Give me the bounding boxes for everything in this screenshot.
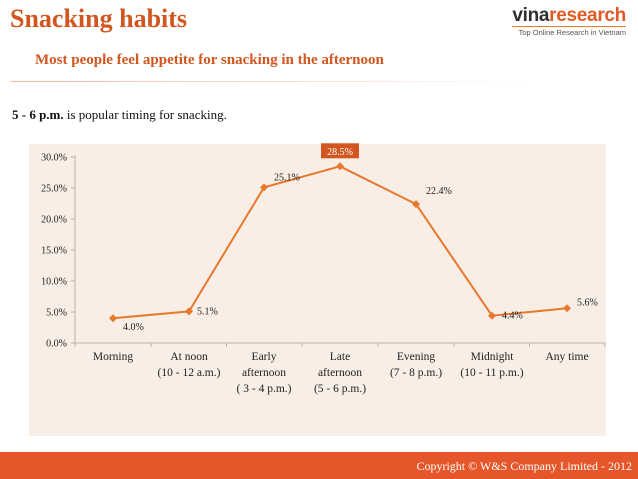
logo-prefix: vina bbox=[512, 5, 550, 26]
y-tick-label: 25.0% bbox=[41, 184, 67, 195]
key-finding: 5 - 6 p.m. is popular timing for snackin… bbox=[12, 107, 227, 123]
page-subtitle: Most people feel appetite for snacking i… bbox=[35, 52, 384, 68]
data-label: 28.5% bbox=[327, 147, 353, 158]
x-tick-label: Any time bbox=[545, 351, 588, 363]
data-label: 22.4% bbox=[426, 186, 452, 197]
x-tick-label: Morning bbox=[93, 351, 134, 363]
data-point bbox=[336, 162, 344, 171]
logo-tagline: Top Online Research in Vietnam bbox=[518, 28, 626, 37]
chart-panel bbox=[29, 144, 606, 436]
logo-wordmark: vinaresearch bbox=[512, 6, 626, 27]
footer-bar: Copyright © W&S Company Limited - 2012 bbox=[0, 452, 638, 479]
data-point bbox=[488, 311, 496, 320]
key-finding-text: is popular timing for snacking. bbox=[63, 107, 227, 122]
y-tick-label: 0.0% bbox=[46, 339, 67, 350]
data-point bbox=[563, 304, 571, 313]
data-point bbox=[260, 183, 268, 192]
y-tick-label: 20.0% bbox=[41, 215, 67, 226]
x-tick-label: (10 - 12 a.m.) bbox=[158, 367, 221, 379]
x-tick-label: (5 - 6 p.m.) bbox=[314, 383, 366, 395]
data-label: 5.1% bbox=[197, 306, 218, 317]
logo-suffix: research bbox=[549, 5, 626, 26]
data-label: 4.0% bbox=[123, 322, 144, 333]
y-tick-label: 5.0% bbox=[46, 308, 67, 319]
data-point bbox=[185, 307, 193, 316]
x-tick-label: (10 - 11 p.m.) bbox=[460, 367, 523, 379]
page-title: Snacking habits bbox=[10, 4, 188, 33]
x-tick-label: Evening bbox=[397, 351, 436, 363]
copyright-text: Copyright © W&S Company Limited - 2012 bbox=[416, 459, 632, 473]
data-point bbox=[109, 314, 117, 323]
y-tick-label: 10.0% bbox=[41, 277, 67, 288]
x-tick-label: (7 - 8 p.m.) bbox=[390, 367, 442, 379]
x-tick-label: Late bbox=[330, 351, 350, 363]
brand-logo: vinaresearch Top Online Research in Viet… bbox=[512, 6, 626, 37]
line-chart: 0.0% 5.0% 10.0% 15.0% 20.0% 25.0% 30.0% Morning… bbox=[41, 143, 606, 395]
x-tick-label: afternoon bbox=[242, 367, 286, 379]
data-label: 25.1% bbox=[274, 172, 300, 183]
y-tick-label: 30.0% bbox=[41, 153, 67, 164]
y-tick-label: 15.0% bbox=[41, 246, 67, 257]
data-label: 5.6% bbox=[577, 297, 598, 308]
data-label-highlight bbox=[321, 143, 359, 159]
x-tick-label: afternoon bbox=[318, 367, 362, 379]
key-finding-emphasis: 5 - 6 p.m. bbox=[12, 107, 64, 122]
x-tick-label: Midnight bbox=[471, 351, 515, 363]
x-tick-label: Early bbox=[252, 351, 277, 363]
data-label: 4.4% bbox=[502, 311, 523, 322]
divider bbox=[10, 81, 530, 82]
x-tick-label: ( 3 - 4 p.m.) bbox=[237, 383, 292, 395]
x-tick-label: At noon bbox=[170, 351, 208, 363]
series-line bbox=[112, 165, 568, 320]
data-point bbox=[412, 200, 420, 209]
